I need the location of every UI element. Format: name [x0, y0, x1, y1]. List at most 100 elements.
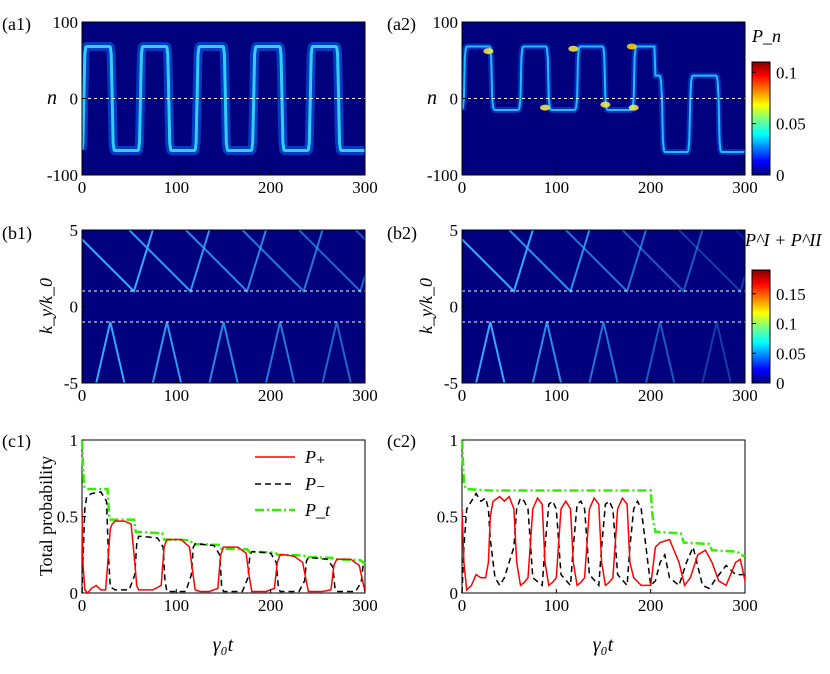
panel-label-b1: (b1)	[2, 223, 32, 244]
c1-series-p_plus	[81, 508, 366, 595]
b1-sweep-upper	[82, 230, 154, 294]
c2-lines	[460, 439, 746, 594]
c2-series-p_plus	[461, 495, 746, 592]
a2-hotspot	[540, 104, 551, 111]
a2-hotspot	[483, 48, 494, 55]
a2-trace	[462, 45, 745, 153]
a2-ytick-label: -100	[427, 166, 458, 185]
c2-series-p_t	[460, 439, 746, 558]
b1-ytick-label: 0	[70, 298, 79, 317]
colorbar-b	[751, 269, 771, 384]
a1-ytick-label: 100	[53, 13, 79, 32]
b1-ytick-label: -5	[64, 374, 78, 393]
panel-label-a1: (a1)	[2, 14, 31, 35]
c1-xtick-label: 300	[352, 596, 378, 615]
panel-label-a2: (a2)	[387, 14, 416, 35]
c1-series-p_minus	[81, 491, 366, 594]
b2-sweep-lower	[475, 321, 506, 383]
b2-xtick-label: 0	[458, 386, 467, 405]
c1-ylabel: Total probability	[36, 456, 56, 576]
a2-hotspot	[628, 104, 639, 111]
b1-sweep-lower	[95, 321, 126, 383]
panel-label-c1: (c1)	[2, 431, 31, 452]
c1-xtick-label: 100	[164, 596, 190, 615]
c2-ytick-label: 0.5	[437, 508, 458, 527]
panel-label-b2: (b2)	[387, 223, 417, 244]
b2-sweep-upper	[621, 230, 704, 294]
b2-sweep-upper	[462, 230, 534, 294]
b2-ytick-label: -5	[444, 374, 458, 393]
panel-label-c2: (c2)	[387, 431, 416, 452]
a1-trace	[82, 45, 365, 152]
c1-xtick-label: 200	[258, 596, 284, 615]
b2-ytick-label: 0	[450, 298, 459, 317]
c2-series-p_minus	[461, 492, 745, 594]
colorbar-a-label: P_n	[751, 26, 781, 46]
a1-ytick-label: -100	[47, 166, 78, 185]
b1-xtick-label: 0	[78, 386, 87, 405]
heatmap-b1-background	[82, 230, 365, 383]
c2-xtick-label: 200	[638, 596, 664, 615]
colorbar-a-tick-label: 0.05	[776, 115, 806, 134]
c1-ytick-label: 0.5	[57, 508, 78, 527]
colorbar-a-tick-label: 0.1	[776, 63, 797, 82]
b2-sweep-upper	[565, 230, 647, 294]
b1-sweep-lower	[208, 321, 239, 383]
a1-xtick-label: 100	[164, 178, 190, 197]
c1-xtick-label: 0	[78, 596, 87, 615]
a2-ylabel: n	[427, 87, 437, 109]
c2-xtick-label: 100	[544, 596, 570, 615]
colorbar-b-tick-label: 0.1	[776, 315, 797, 334]
a2-hotspot	[626, 43, 637, 50]
a2-hotspot	[568, 45, 579, 52]
c1-axes-frame	[81, 439, 366, 594]
legend: P₊ P₋ P_t	[255, 447, 331, 520]
c2-xtick-label: 0	[458, 596, 467, 615]
c2-xlabel: γ₀t	[593, 634, 614, 656]
colorbar-b-tick-label: 0.15	[776, 285, 806, 304]
a2-ytick-label: 100	[433, 13, 459, 32]
colorbar-b-tick-label: 0	[776, 374, 785, 393]
a1-xtick-label: 200	[258, 178, 284, 197]
legend-p-plus-label: P₊	[304, 447, 326, 467]
a2-xtick-label: 0	[458, 178, 467, 197]
a2-xtick-label: 100	[544, 178, 570, 197]
a2-xtick-label: 200	[638, 178, 664, 197]
b1-xtick-label: 300	[352, 386, 378, 405]
a1-xtick-label: 0	[78, 178, 87, 197]
b2-ytick-label: 5	[450, 221, 459, 240]
heatmap-a2-traces	[462, 43, 745, 155]
b1-xtick-label: 200	[258, 386, 284, 405]
legend-p-minus-label: P₋	[304, 474, 326, 494]
b2-sweep-lower	[588, 321, 619, 383]
c1-ytick-label: 1	[70, 431, 79, 450]
b2-xtick-label: 200	[638, 386, 664, 405]
b1-sweep-upper	[241, 230, 324, 294]
a1-ytick-label: 0	[70, 90, 79, 109]
colorbar-a-tick-label: 0	[776, 166, 785, 185]
b2-xtick-label: 100	[544, 386, 570, 405]
c2-ytick-label: 0	[450, 584, 459, 603]
heatmap-a1-traces	[82, 42, 365, 155]
b1-xtick-label: 100	[164, 386, 190, 405]
c2-ytick-label: 1	[450, 431, 459, 450]
b1-ylabel: k_y/k_0	[36, 278, 56, 334]
b1-ytick-label: 5	[70, 221, 79, 240]
b2-xtick-label: 300	[732, 386, 758, 405]
colorbar-b-tick-label: 0.05	[776, 344, 806, 363]
legend-p-t-label: P_t	[304, 500, 331, 520]
c1-xlabel: γ₀t	[213, 634, 234, 656]
a1-ylabel: n	[47, 87, 57, 109]
heatmap-b2-background	[462, 230, 745, 383]
b1-sweep-lower	[379, 322, 407, 383]
colorbar-a	[751, 61, 771, 176]
colorbar-b-label: P^I + P^II	[744, 230, 822, 250]
b2-ylabel: k_y/k_0	[416, 278, 436, 334]
c1-ytick-label: 0	[70, 584, 79, 603]
c1-lines	[80, 439, 366, 595]
a2-xtick-label: 300	[732, 178, 758, 197]
b1-sweep-upper	[185, 230, 267, 294]
a2-hotspot	[600, 101, 611, 108]
